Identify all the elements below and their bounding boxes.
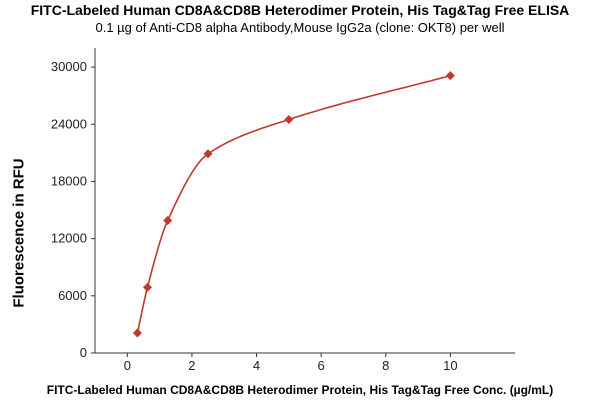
y-tick-label: 18000	[51, 173, 87, 188]
y-tick-label: 6000	[58, 288, 87, 303]
x-tick-label: 6	[318, 358, 325, 373]
y-axis-label: Fluorescence in RFU	[10, 158, 28, 308]
x-tick-label: 4	[253, 358, 260, 373]
x-axis-label: FITC-Labeled Human CD8A&CD8B Heterodimer…	[46, 383, 554, 397]
x-tick-label: 0	[124, 358, 131, 373]
data-point	[284, 114, 294, 124]
data-point	[445, 71, 455, 81]
data-point	[163, 216, 173, 226]
chart-subtitle: 0.1 µg of Anti-CD8 alpha Antibody,Mouse …	[95, 20, 505, 35]
y-tick-label: 0	[80, 345, 87, 360]
fit-curve	[136, 74, 451, 334]
chart-title: FITC-Labeled Human CD8A&CD8B Heterodimer…	[30, 2, 570, 18]
y-tick-label: 12000	[51, 231, 87, 246]
x-tick-label: 10	[443, 358, 457, 373]
x-tick-label: 8	[382, 358, 389, 373]
data-point	[203, 149, 213, 159]
x-tick-label: 2	[188, 358, 195, 373]
data-point	[143, 282, 152, 292]
y-tick-label: 24000	[51, 116, 87, 131]
y-tick-label: 30000	[51, 59, 87, 74]
data-point	[132, 328, 142, 338]
